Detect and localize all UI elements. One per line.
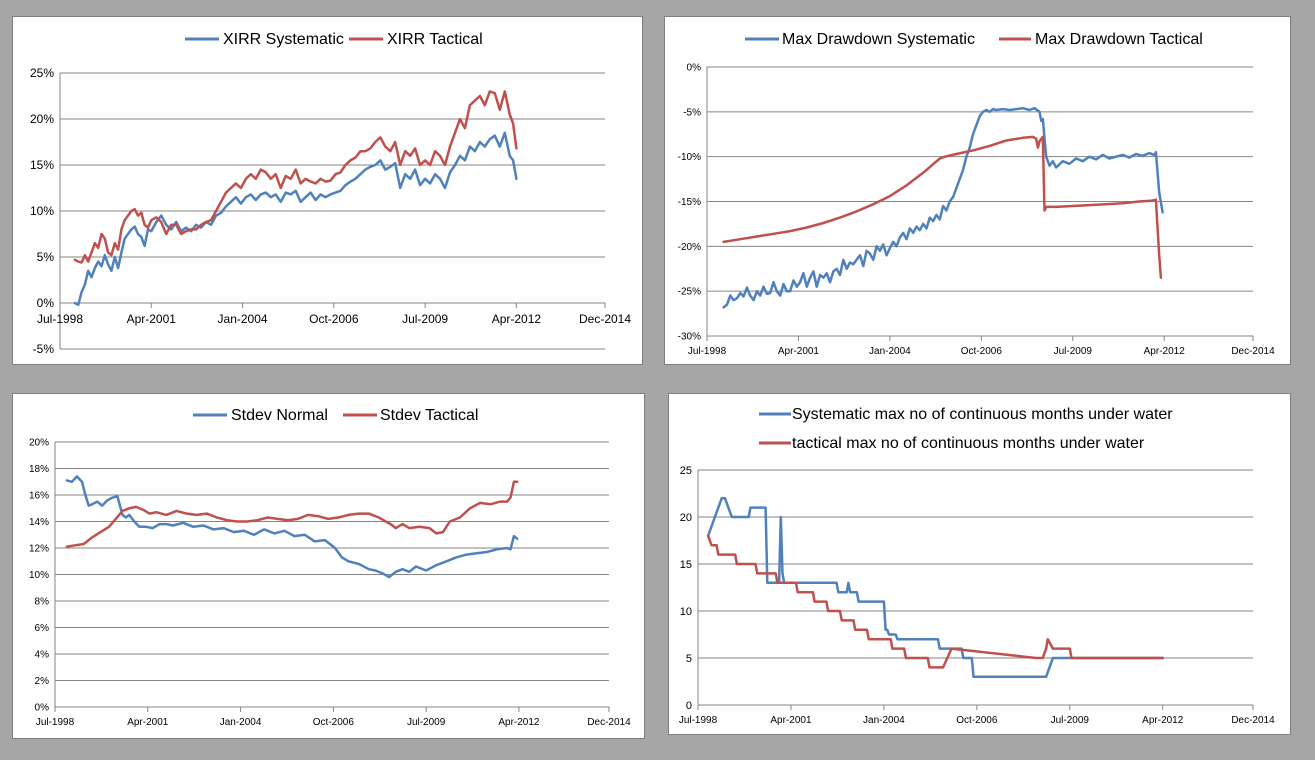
underwater-legend: Systematic max no of continuous months u…	[759, 406, 1173, 452]
series-line-xirr-systematic	[73, 131, 518, 307]
y-tick-label: 20	[680, 512, 692, 524]
y-tick-label: -20%	[678, 242, 701, 253]
drawdown-legend: Max Drawdown Systematic Max Drawdown Tac…	[745, 31, 1203, 48]
drawdown-chart: Max Drawdown Systematic Max Drawdown Tac…	[678, 31, 1275, 358]
legend-label-drawdown-tactical: Max Drawdown Tactical	[1035, 31, 1203, 48]
stdev-chart-panel: Stdev Normal Stdev Tactical 0% 2% 4% 6% 8% 10…	[12, 393, 645, 739]
y-tick-label: 0	[686, 700, 692, 712]
drawdown-plot-area: -30% -25% -20% -15% -10% -5% 0% Jul-1998 Apr-200…	[678, 63, 1275, 358]
y-tick-label: 15%	[30, 158, 54, 172]
y-tick-label: 4%	[35, 650, 50, 661]
x-tick-label: Oct-2006	[313, 717, 355, 728]
y-tick-label: 15	[680, 559, 692, 571]
x-tick-label: Oct-2006	[309, 312, 359, 326]
y-tick-label: 10%	[29, 570, 49, 581]
underwater-chart-panel: Systematic max no of continuous months u…	[668, 393, 1291, 735]
y-tick-label: 20%	[29, 438, 49, 449]
series-line-stdev-normal	[65, 475, 519, 579]
series-line-tactical-max-no-of-continuous-months-under-water	[706, 534, 1165, 669]
y-tick-label: 2%	[35, 676, 50, 687]
xirr-chart-panel: XIRR Systematic XIRR Tactical -5% 0% 5% 10%…	[12, 16, 643, 365]
y-tick-label: -5%	[683, 107, 701, 118]
x-tick-label: Jul-2009	[1054, 346, 1093, 357]
legend-label-stdev-normal: Stdev Normal	[231, 407, 328, 424]
series-line-systematic-max-no-of-continuous-months-under-water	[706, 496, 1165, 679]
x-tick-label: Oct-2006	[956, 715, 998, 726]
x-tick-label: Apr-2001	[127, 312, 177, 326]
y-tick-label: 16%	[29, 491, 49, 502]
y-tick-label: 8%	[35, 597, 50, 608]
xirr-chart: XIRR Systematic XIRR Tactical -5% 0% 5% 10%…	[30, 31, 631, 356]
x-tick-label: Apr-2012	[498, 717, 540, 728]
stdev-chart: Stdev Normal Stdev Tactical 0% 2% 4% 6% 8% 10…	[29, 407, 631, 729]
x-tick-label: Dec-2014	[1231, 346, 1275, 357]
y-tick-label: 20%	[30, 112, 54, 126]
x-tick-label: Dec-2014	[587, 717, 631, 728]
legend-label-xirr-tactical: XIRR Tactical	[387, 31, 483, 48]
y-tick-label: 25%	[30, 66, 54, 80]
x-tick-label: Jul-1998	[36, 717, 75, 728]
xirr-legend: XIRR Systematic XIRR Tactical	[185, 31, 483, 48]
x-tick-label: Jul-1998	[37, 312, 83, 326]
y-tick-label: 0%	[687, 63, 702, 74]
x-tick-label: Jan-2004	[218, 312, 268, 326]
x-tick-label: Oct-2006	[961, 346, 1003, 357]
x-tick-label: Jul-2009	[407, 717, 446, 728]
legend-label-underwater-tactical: tactical max no of continuous months und…	[792, 435, 1145, 452]
stdev-legend: Stdev Normal Stdev Tactical	[193, 407, 478, 424]
y-tick-label: 10	[680, 606, 692, 618]
series-line-stdev-tactical	[65, 480, 519, 548]
underwater-plot-area: 0 5 10 15 20 25 Jul-1998 Apr-2001 Jan-2004 Oct-20…	[679, 465, 1275, 726]
y-tick-label: -10%	[678, 152, 701, 163]
y-tick-label: 10%	[30, 204, 54, 218]
legend-label-underwater-systematic: Systematic max no of continuous months u…	[792, 406, 1173, 423]
x-tick-label: Apr-2012	[1144, 346, 1186, 357]
y-tick-label: -25%	[678, 287, 701, 298]
x-tick-label: Apr-2012	[492, 312, 542, 326]
y-tick-label: 14%	[29, 517, 49, 528]
x-tick-label: Jan-2004	[863, 715, 905, 726]
y-tick-label: 6%	[35, 623, 50, 634]
y-tick-label: -15%	[678, 197, 701, 208]
series-line-xirr-tactical	[73, 90, 518, 264]
x-tick-label: Jan-2004	[220, 717, 262, 728]
y-tick-label: 5%	[37, 250, 55, 264]
y-tick-label: 0%	[37, 296, 55, 310]
y-tick-label: 18%	[29, 464, 49, 475]
x-tick-label: Apr-2001	[778, 346, 820, 357]
xirr-plot-area: -5% 0% 5% 10% 15% 20% 25% Jul-1998 Apr-2001 Jan-2…	[30, 66, 631, 356]
series-line-max-drawdown-systematic	[722, 106, 1164, 309]
x-tick-label: Apr-2001	[770, 715, 812, 726]
stdev-plot-area: 0% 2% 4% 6% 8% 10% 12% 14% 16% 18% 20% Jul-1998 Apr-…	[29, 438, 631, 729]
y-tick-label: 0%	[35, 703, 50, 714]
y-tick-label: 12%	[29, 544, 49, 555]
legend-label-xirr-systematic: XIRR Systematic	[223, 31, 344, 48]
series-line-max-drawdown-tactical	[722, 135, 1163, 279]
legend-label-stdev-tactical: Stdev Tactical	[380, 407, 478, 424]
y-tick-label: 5	[686, 653, 692, 665]
legend-label-drawdown-systematic: Max Drawdown Systematic	[782, 31, 975, 48]
x-tick-label: Apr-2012	[1142, 715, 1184, 726]
x-tick-label: Dec-2014	[579, 312, 631, 326]
x-tick-label: Jul-2009	[402, 312, 448, 326]
y-tick-label: 25	[680, 465, 692, 477]
y-tick-label: -5%	[33, 342, 55, 356]
underwater-chart: Systematic max no of continuous months u…	[679, 406, 1275, 726]
drawdown-chart-panel: Max Drawdown Systematic Max Drawdown Tac…	[664, 16, 1291, 365]
x-tick-label: Dec-2014	[1231, 715, 1275, 726]
x-tick-label: Jan-2004	[869, 346, 911, 357]
x-tick-label: Apr-2001	[127, 717, 169, 728]
y-tick-label: -30%	[678, 332, 701, 343]
x-tick-label: Jul-1998	[688, 346, 727, 357]
x-tick-label: Jul-2009	[1051, 715, 1090, 726]
x-tick-label: Jul-1998	[679, 715, 718, 726]
